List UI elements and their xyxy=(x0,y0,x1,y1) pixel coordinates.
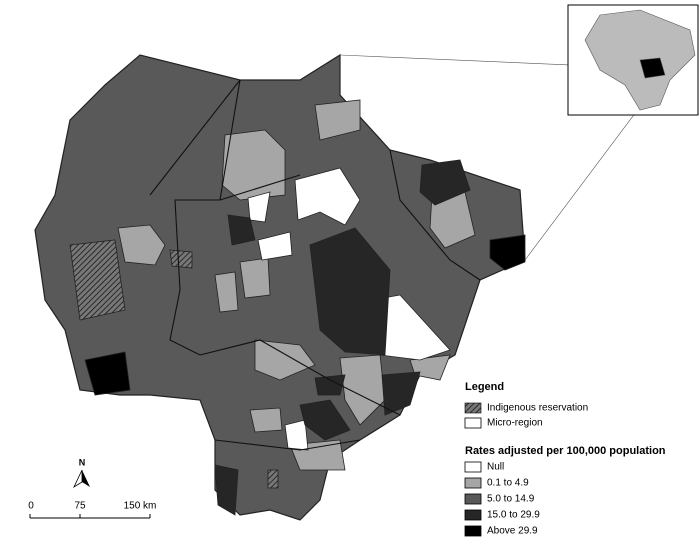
rate-classes: Null 0.1 to 4.9 5.0 to 14.9 15.0 to 29.9 Abo… xyxy=(464,461,540,537)
rates-title: Rates adjusted per 100,000 population xyxy=(465,445,666,457)
legend-label: Indigenous reservation xyxy=(487,403,588,414)
micro-swatch xyxy=(464,417,482,429)
class-swatch xyxy=(464,493,482,505)
inset xyxy=(339,4,699,261)
class-label: 5.0 to 14.9 xyxy=(487,494,535,505)
state-map xyxy=(34,53,526,521)
north-arrow: N xyxy=(73,457,90,489)
class-swatch xyxy=(464,461,482,473)
class-label: Above 29.9 xyxy=(487,526,538,537)
hatch-swatch xyxy=(464,402,482,414)
class-swatch xyxy=(464,477,482,489)
class-label: 15.0 to 29.9 xyxy=(487,510,540,521)
north-label: N xyxy=(79,457,86,467)
class-swatch xyxy=(464,509,482,521)
scale-bar xyxy=(29,514,151,519)
class-label: 0.1 to 4.9 xyxy=(487,478,529,489)
class-swatch xyxy=(464,525,482,537)
scale-label: 0 xyxy=(28,501,34,512)
class-label: Null xyxy=(487,462,504,473)
legend-label: Micro-region xyxy=(487,418,543,429)
legend-title: Legend xyxy=(465,381,504,393)
legend: Legend Indigenous reservation Micro-regi… xyxy=(464,381,666,537)
scale-label: 150 km xyxy=(124,501,157,512)
scale-label: 75 xyxy=(74,501,86,512)
